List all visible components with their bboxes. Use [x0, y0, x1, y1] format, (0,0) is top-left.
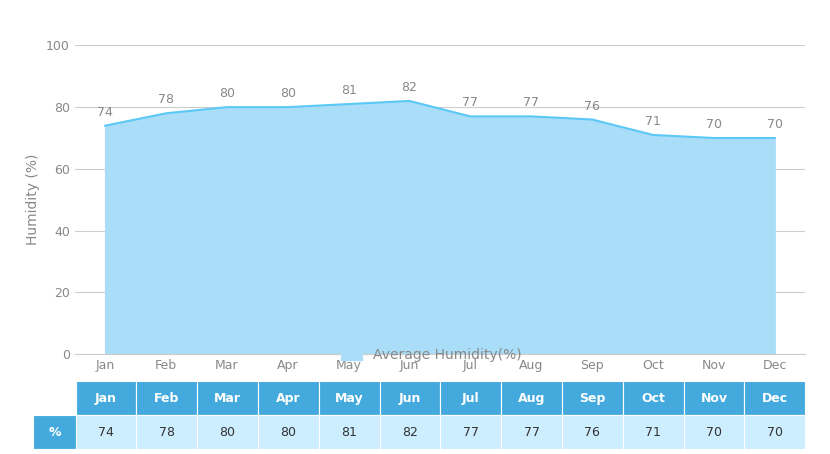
Text: 80: 80: [280, 87, 295, 100]
Text: 77: 77: [524, 426, 540, 439]
Text: 80: 80: [219, 87, 235, 100]
Bar: [501, 415, 562, 449]
Bar: [622, 415, 684, 449]
Bar: [379, 381, 441, 415]
Bar: [198, 415, 258, 449]
Bar: [441, 381, 501, 415]
Text: 76: 76: [584, 99, 600, 113]
Text: 81: 81: [340, 84, 357, 97]
Text: Jul: Jul: [462, 392, 480, 405]
Text: 82: 82: [402, 426, 418, 439]
Text: 76: 76: [584, 426, 600, 439]
Y-axis label: Humidity (%): Humidity (%): [27, 154, 41, 246]
Bar: [501, 381, 562, 415]
Bar: [379, 415, 441, 449]
Text: 74: 74: [98, 426, 114, 439]
Bar: [258, 415, 319, 449]
Bar: [562, 381, 622, 415]
Text: 77: 77: [462, 96, 478, 109]
Text: Feb: Feb: [154, 392, 179, 405]
Text: 80: 80: [220, 426, 236, 439]
Bar: [76, 415, 136, 449]
Bar: [136, 381, 198, 415]
Text: %: %: [48, 426, 61, 439]
Text: Apr: Apr: [276, 392, 300, 405]
Text: 70: 70: [767, 118, 783, 131]
Text: Dec: Dec: [762, 392, 788, 405]
Bar: [136, 415, 198, 449]
Text: Mar: Mar: [214, 392, 242, 405]
Bar: [622, 381, 684, 415]
Bar: [319, 415, 379, 449]
Text: May: May: [334, 392, 364, 405]
Text: 78: 78: [159, 426, 175, 439]
Bar: [198, 381, 258, 415]
Text: Nov: Nov: [701, 392, 727, 405]
Text: 82: 82: [402, 81, 417, 94]
Bar: [258, 381, 319, 415]
Text: 77: 77: [523, 96, 540, 109]
Bar: [319, 381, 379, 415]
Bar: [33, 415, 76, 449]
Text: 77: 77: [463, 426, 479, 439]
Text: Jan: Jan: [95, 392, 117, 405]
Legend: Average Humidity(%): Average Humidity(%): [336, 342, 527, 368]
Text: 74: 74: [97, 106, 113, 119]
Text: Oct: Oct: [642, 392, 665, 405]
Bar: [76, 381, 136, 415]
Text: 71: 71: [645, 426, 661, 439]
Bar: [684, 415, 745, 449]
Text: 78: 78: [158, 94, 174, 106]
Bar: [562, 415, 622, 449]
Text: Aug: Aug: [518, 392, 545, 405]
Bar: [745, 415, 805, 449]
Text: Sep: Sep: [579, 392, 606, 405]
Text: 71: 71: [645, 115, 661, 128]
Text: 70: 70: [767, 426, 783, 439]
Text: 81: 81: [341, 426, 357, 439]
Text: 70: 70: [706, 426, 722, 439]
Text: 70: 70: [706, 118, 722, 131]
Bar: [684, 381, 745, 415]
Text: Jun: Jun: [398, 392, 421, 405]
Text: 80: 80: [281, 426, 296, 439]
Bar: [441, 415, 501, 449]
Bar: [33, 381, 76, 415]
Bar: [745, 381, 805, 415]
